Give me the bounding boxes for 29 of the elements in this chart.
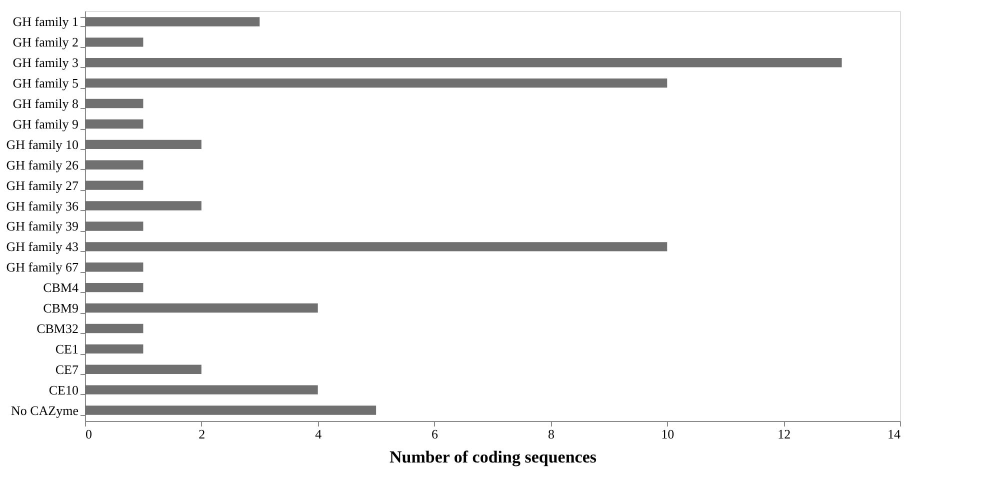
- y-tick-label: CBM4: [43, 280, 79, 296]
- x-tick-label: 10: [661, 426, 674, 442]
- y-tick-label: GH family 39: [6, 218, 78, 234]
- y-tick-label: GH family 9: [12, 116, 78, 132]
- y-tick-label: GH family 27: [6, 178, 79, 193]
- y-tick-label: GH family 43: [6, 239, 78, 254]
- y-tick-label: CBM32: [36, 320, 78, 336]
- x-tick-label: 12: [778, 426, 791, 442]
- y-tick-label: GH family 1: [12, 14, 78, 30]
- y-tick-label: GH family 3: [12, 55, 78, 70]
- x-tick-label: 0: [86, 426, 92, 442]
- y-tick-label: GH family 36: [6, 198, 79, 214]
- x-tick-label: 14: [888, 426, 901, 442]
- y-tick-label: CBM9: [43, 300, 78, 316]
- y-tick-label: GH family 5: [12, 76, 78, 91]
- x-axis-title: Number of coding sequences: [390, 448, 597, 466]
- y-tick-label: GH family 26: [6, 157, 79, 172]
- x-tick-label: 2: [198, 426, 206, 442]
- y-tick-label: GH family 8: [12, 96, 78, 112]
- y-tick-label: CE1: [55, 341, 78, 356]
- y-tick-label: No CAZyme: [10, 402, 79, 418]
- y-tick-label: CE7: [55, 362, 79, 377]
- y-tick-label: GH family 2: [12, 34, 78, 50]
- y-tick-label: GH family 10: [6, 136, 78, 152]
- x-tick-label: 4: [315, 426, 322, 442]
- x-tick-label: 8: [548, 426, 554, 442]
- x-tick-label: 6: [432, 426, 439, 442]
- y-tick-label: CE10: [48, 382, 78, 398]
- y-tick-label: GH family 67: [6, 260, 79, 275]
